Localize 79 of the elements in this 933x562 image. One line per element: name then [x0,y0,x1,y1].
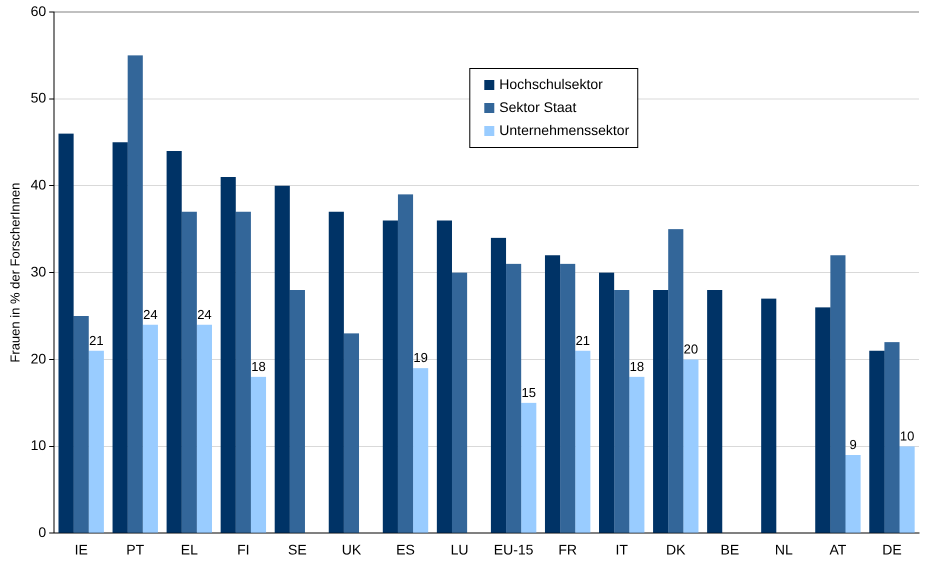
bar [668,229,684,533]
bar [128,55,143,533]
bar [815,307,830,533]
bar [845,455,861,533]
y-tick-label: 60 [30,2,46,19]
bar [761,298,776,533]
x-tick-label: EU-15 [494,541,534,558]
bar [290,290,305,533]
y-tick-label: 20 [30,350,46,366]
bar [413,368,428,533]
bar [382,220,398,533]
legend-label: Unternehmenssektor [499,122,630,138]
bar [328,212,344,533]
bar [599,272,614,533]
data-label: 15 [522,384,536,400]
x-tick-label: AT [829,541,847,558]
x-tick-label: NL [774,541,794,558]
bar [182,212,197,533]
bar [436,220,452,533]
y-tick-label: 10 [30,437,46,454]
bar [614,290,630,533]
bar [653,290,668,533]
bar [560,264,576,533]
data-label: 18 [630,358,644,374]
legend-label: Hochschulsektor [499,76,604,92]
bar [142,324,158,533]
bar [869,350,884,533]
x-tick-label: IT [615,541,628,558]
data-label: 21 [89,332,104,348]
y-tick-label: 40 [30,176,46,193]
data-label: 18 [251,358,266,374]
data-label: 24 [197,306,212,322]
x-tick-label: EL [180,541,198,558]
data-label: 9 [849,437,857,452]
bar [683,359,698,533]
bar [629,376,644,533]
bar [452,272,468,533]
x-tick-label: FR [558,541,577,558]
y-tick-label: 50 [30,90,46,106]
bar [274,186,290,533]
bar [575,350,590,533]
bar [900,446,915,533]
bar [490,238,506,533]
bar [74,316,89,533]
x-tick-label: LU [450,541,469,558]
bar [58,134,74,533]
bar [196,324,212,533]
data-label: 19 [413,350,428,366]
data-label: 10 [900,428,914,444]
bar [398,194,414,533]
x-tick-label: PT [126,541,145,558]
x-tick-label: UK [342,541,362,558]
y-tick-label: 30 [30,263,46,280]
bar [506,264,522,533]
data-label: 24 [143,306,158,322]
bar [112,142,128,533]
bar [166,150,182,533]
bar [344,333,360,533]
bar [884,342,900,533]
x-tick-label: ES [396,541,415,558]
bar [250,376,266,533]
bar [88,350,104,533]
legend-label: Sektor Staat [499,98,576,115]
bar [220,177,236,533]
bar [521,402,536,533]
x-tick-label: BE [720,541,740,558]
bar [236,212,251,533]
data-label: 21 [576,332,590,348]
y-axis-title: Frauen in % der ForscherInnen [7,182,22,363]
data-label: 20 [684,342,698,357]
bar [544,255,560,533]
bar [707,290,722,533]
y-tick-label: 0 [38,524,46,540]
bar [830,255,846,533]
x-tick-label: DK [666,541,686,558]
x-tick-label: FI [237,541,250,558]
x-tick-label: IE [74,541,88,558]
x-tick-label: DE [882,541,902,558]
x-tick-label: SE [288,541,307,558]
